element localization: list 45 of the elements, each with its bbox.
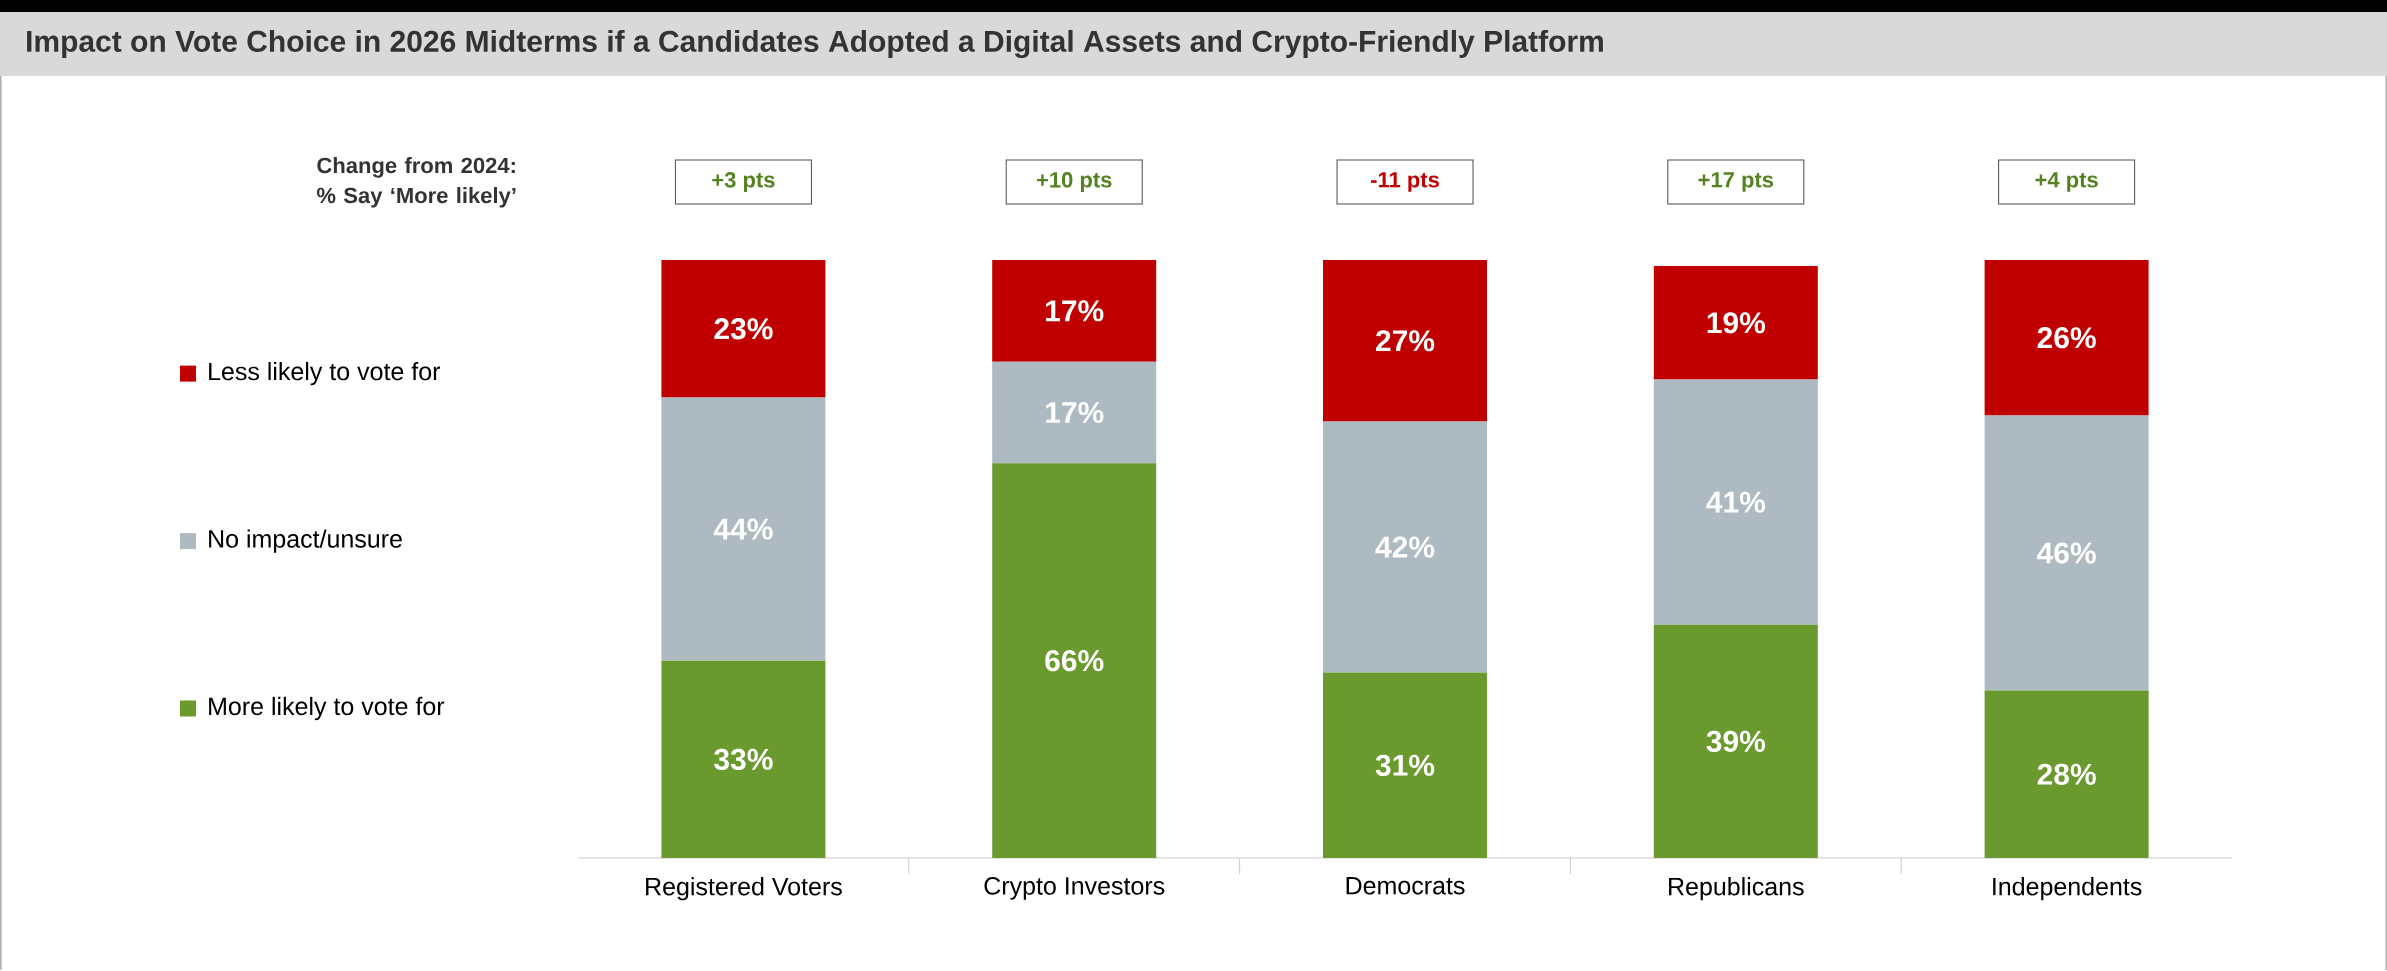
- x-tick-label: Crypto Investors: [984, 877, 1165, 900]
- data-label: 31%: [1375, 754, 1435, 777]
- data-label: 66%: [1045, 650, 1104, 672]
- chart-title: Impact on Vote Choice in 2026 Midterms if a Candidates Adopted a Digital Assets and Crypto-Friendly Platform: [27, 30, 1603, 59]
- data-label: 33%: [714, 748, 773, 771]
- text: +4 pts: [2035, 172, 2098, 192]
- data-label: 28%: [2037, 763, 2096, 785]
- bar: [992, 463, 1157, 859]
- x-tick-label: Independents: [1993, 877, 2142, 901]
- data-label: 17%: [1046, 402, 1104, 424]
- data-label: 46%: [2037, 542, 2096, 564]
- bar: [661, 260, 826, 398]
- data-label: 44%: [713, 518, 773, 540]
- bar: [1323, 421, 1488, 673]
- text: +10 pts: [1036, 172, 1112, 193]
- bar: [992, 361, 1157, 464]
- legend-label: Less likely to vote for: [209, 362, 441, 386]
- x-tick-label: Democrats: [1346, 877, 1465, 895]
- bar: [1984, 260, 2149, 416]
- text: +3 pts: [712, 172, 775, 193]
- bar: [1653, 624, 1818, 859]
- legend-label: No impact/unsure: [209, 529, 402, 553]
- text: -11 pts: [1371, 172, 1439, 192]
- bar: [1653, 266, 1818, 380]
- data-label: 17%: [1046, 300, 1104, 322]
- bar: [1653, 379, 1818, 625]
- bar: [661, 397, 826, 661]
- data-label: 26%: [2037, 327, 2096, 349]
- text: Change from 2024: % Say ‘More likely’: [316, 157, 516, 208]
- bar: [661, 660, 826, 859]
- data-label: 41%: [1706, 491, 1766, 513]
- legend-label: More likely to vote for: [209, 696, 445, 721]
- data-label: 19%: [1707, 312, 1766, 334]
- text: +17 pts: [1698, 172, 1774, 192]
- bar: [1323, 260, 1488, 422]
- data-label: 23%: [714, 318, 773, 340]
- bar: [1984, 415, 2149, 691]
- x-tick-label: Republicans: [1669, 877, 1804, 901]
- bar: [992, 260, 1157, 362]
- bar: [1323, 672, 1488, 859]
- data-label: 39%: [1706, 730, 1766, 753]
- bar: [1984, 690, 2149, 859]
- x-tick-label: Registered Voters: [646, 877, 842, 901]
- data-label: 42%: [1375, 536, 1435, 558]
- data-label: 27%: [1376, 330, 1435, 352]
